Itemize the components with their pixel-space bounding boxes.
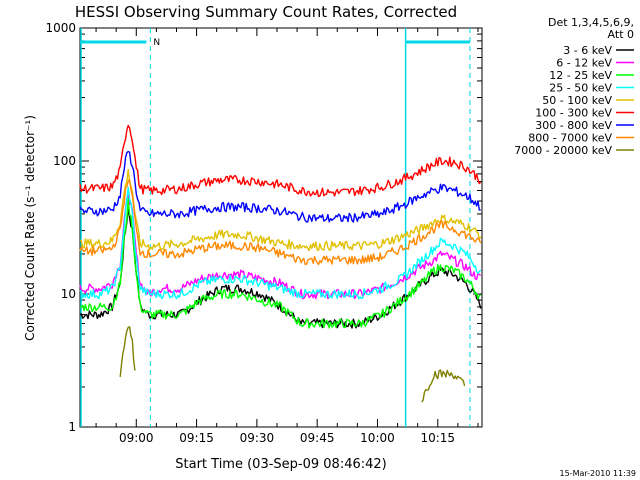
- series-line: [79, 168, 482, 252]
- series-line: [79, 178, 482, 266]
- y-tick-label: 10: [61, 287, 76, 301]
- footer-date: 15-Mar-2010 11:39: [560, 469, 637, 478]
- plot-frame: [79, 27, 483, 428]
- y-tick-label: 1: [68, 420, 76, 434]
- x-axis-label: Start Time (03-Sep-09 08:46:42): [175, 457, 386, 472]
- legend-label: 3 - 6 keV: [563, 44, 612, 57]
- plot-area: 1 10 100 1000 09:00 09:15 09:30 09:45 10:00 10:15…: [45, 21, 483, 445]
- x-tick-label: 10:15: [420, 431, 455, 445]
- legend-label: 25 - 50 keV: [549, 82, 612, 95]
- y-tick-label: 100: [53, 154, 76, 168]
- series-line: [79, 124, 482, 198]
- x-tick-label: 09:30: [240, 431, 275, 445]
- series-line: [79, 150, 481, 223]
- series-line: [119, 326, 136, 377]
- series-line: [79, 186, 482, 300]
- legend-header-line1: Det 1,3,4,5,6,9,: [548, 16, 634, 29]
- night-label: N: [153, 38, 160, 48]
- y-tick-label: 1000: [45, 21, 76, 35]
- x-tick-label: 09:00: [119, 431, 154, 445]
- legend-label: 300 - 800 keV: [535, 119, 612, 132]
- x-tick-label: 09:45: [300, 431, 335, 445]
- legend-label: 7000 - 20000 keV: [514, 144, 612, 157]
- x-tick-label: 10:00: [360, 431, 395, 445]
- legend-label: 6 - 12 keV: [556, 57, 612, 70]
- series-line: [421, 369, 466, 403]
- legend-header-line2: Att 0: [608, 28, 634, 41]
- chart-title: HESSI Observing Summary Count Rates, Cor…: [75, 3, 457, 21]
- legend-label: 800 - 7000 keV: [528, 132, 612, 145]
- y-axis-label: Corrected Count Rate (s⁻¹ detector⁻¹): [23, 115, 37, 341]
- legend-label: 100 - 300 keV: [535, 107, 612, 120]
- legend-label: 50 - 100 keV: [542, 94, 612, 107]
- series-line: [79, 194, 482, 300]
- series-line: [79, 198, 481, 329]
- x-tick-label: 09:15: [179, 431, 214, 445]
- legend-label: 12 - 25 keV: [549, 69, 612, 82]
